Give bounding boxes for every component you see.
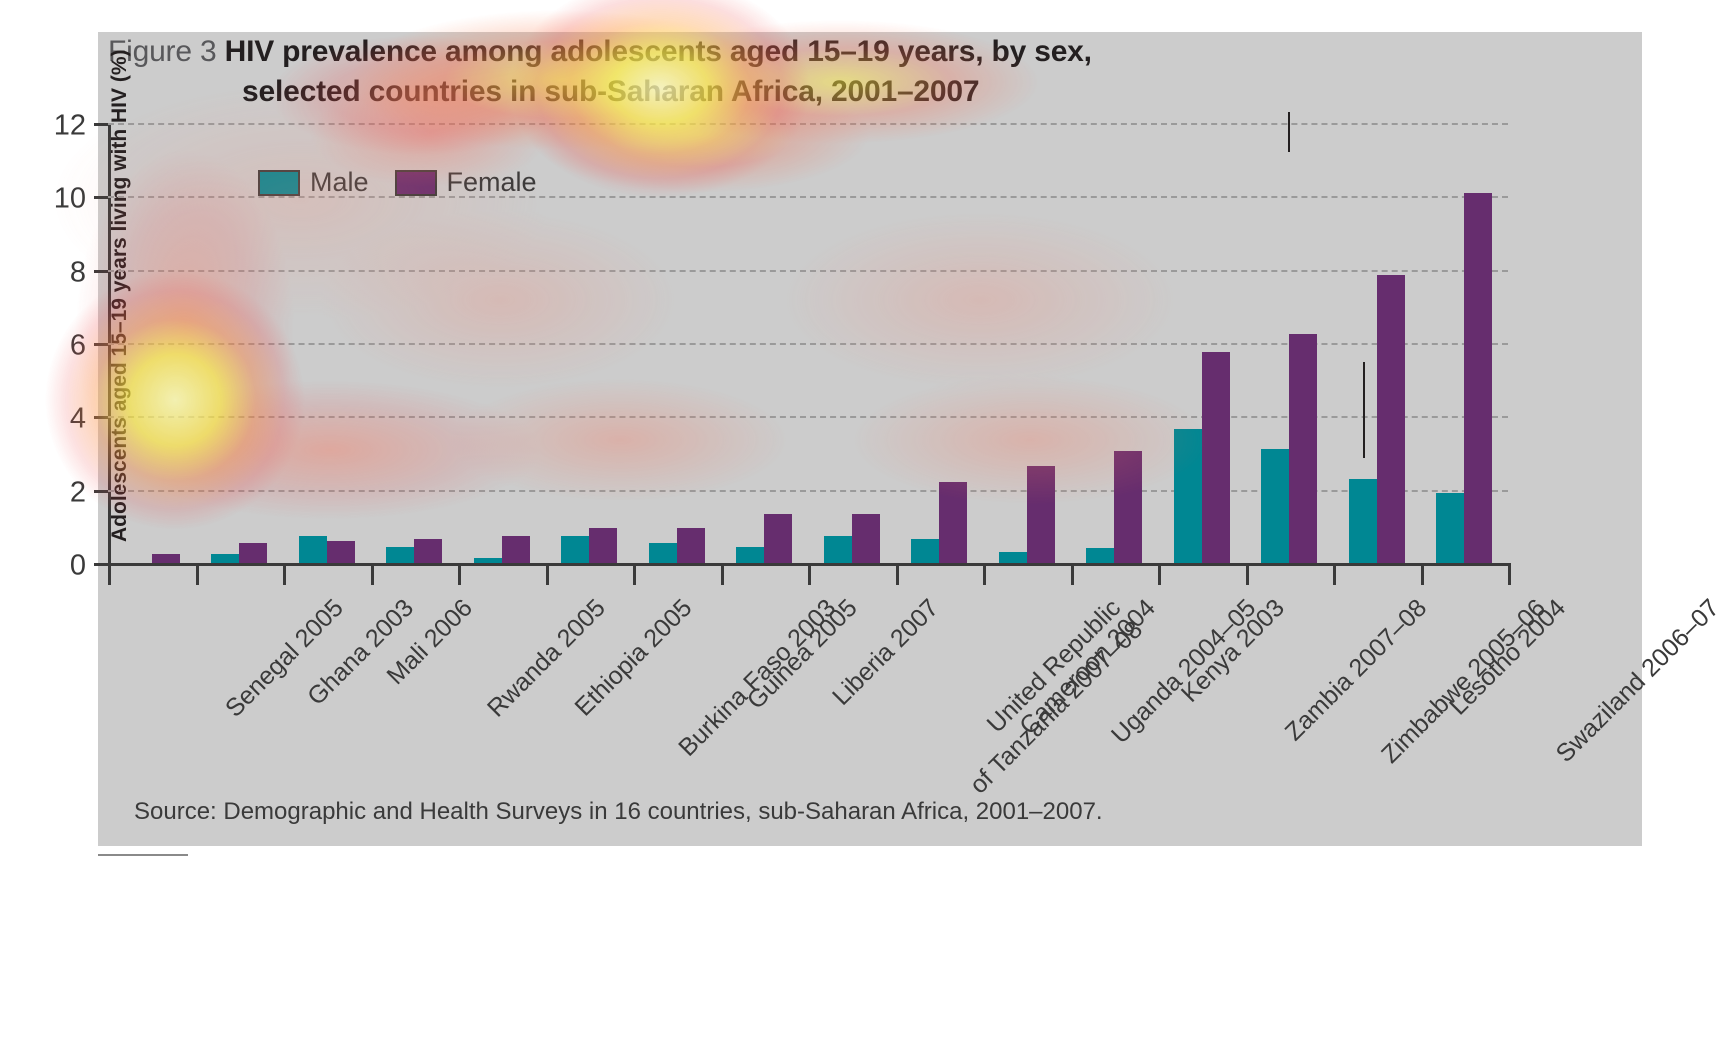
bar-female[interactable] — [589, 528, 618, 563]
bar-female[interactable] — [239, 542, 268, 563]
bar-group — [721, 123, 809, 563]
y-tick-label: 0 — [69, 549, 86, 582]
y-tick: 10 — [54, 184, 108, 213]
bar-female[interactable] — [1114, 451, 1143, 563]
bar-male[interactable] — [648, 542, 677, 563]
bar-male[interactable] — [473, 557, 502, 563]
bar-groups — [108, 123, 1508, 563]
bar-male[interactable] — [998, 552, 1027, 563]
bar-group — [458, 123, 546, 563]
bar-group — [896, 123, 984, 563]
bar-group — [808, 123, 896, 563]
bar-group — [283, 123, 371, 563]
source-note: Source: Demographic and Health Surveys i… — [134, 798, 1103, 825]
bar-male[interactable] — [561, 535, 590, 563]
bar-male[interactable] — [386, 546, 415, 563]
bar-group — [1071, 123, 1159, 563]
bar-male[interactable] — [823, 535, 852, 563]
title-text-line-1: HIV prevalence among adolescents aged 15… — [224, 35, 1092, 68]
y-tick-label: 6 — [69, 329, 86, 362]
bar-group — [983, 123, 1071, 563]
bar-group — [1421, 123, 1509, 563]
bar-male[interactable] — [736, 546, 765, 563]
bar-group — [371, 123, 459, 563]
y-tick: 4 — [70, 404, 108, 433]
bar-male[interactable] — [1261, 449, 1290, 563]
x-tick — [1070, 563, 1074, 585]
bar-male[interactable] — [298, 535, 327, 563]
x-tick — [808, 563, 811, 585]
x-tick — [370, 563, 374, 585]
bar-male[interactable] — [211, 553, 240, 563]
bar-female[interactable] — [1464, 192, 1493, 563]
bar-group — [1158, 123, 1246, 563]
y-tick: 2 — [70, 478, 108, 507]
y-tick-label: 2 — [69, 476, 86, 509]
x-tick — [108, 563, 111, 585]
bar-female[interactable] — [764, 513, 793, 563]
x-tick — [1158, 563, 1161, 585]
bar-group — [546, 123, 634, 563]
bar-female[interactable] — [939, 482, 968, 563]
y-tick: 8 — [70, 258, 108, 287]
x-tick — [1420, 563, 1424, 585]
x-tick — [545, 563, 549, 585]
bar-female[interactable] — [326, 541, 355, 563]
bar-female[interactable] — [1289, 333, 1318, 563]
x-tick — [633, 563, 636, 585]
artifact-line-mid — [1363, 362, 1365, 458]
bar-male[interactable] — [1348, 478, 1377, 563]
x-tick — [895, 563, 899, 585]
title-line-1: Figure 3 HIV prevalence among adolescent… — [108, 32, 1288, 72]
x-tick — [1245, 563, 1249, 585]
bar-male[interactable] — [911, 539, 940, 563]
bar-female[interactable] — [414, 539, 443, 563]
title-text-line-2: selected countries in sub-Saharan Africa… — [242, 74, 980, 108]
bar-male[interactable] — [1086, 548, 1115, 563]
bar-female[interactable] — [676, 528, 705, 563]
x-tick — [1508, 563, 1511, 585]
y-tick-label: 10 — [53, 182, 86, 215]
y-tick-label: 12 — [53, 109, 86, 142]
bar-group — [196, 123, 284, 563]
bar-group — [1246, 123, 1334, 563]
x-tick — [1333, 563, 1336, 585]
bar-group — [1333, 123, 1421, 563]
figure-title: Figure 3 HIV prevalence among adolescent… — [108, 32, 1288, 112]
artifact-line-top — [1288, 112, 1290, 152]
plot-area: 0 2 4 6 8 10 12 Male Female Senegal 2005 Ghana … — [54, 111, 1725, 799]
x-tick — [195, 563, 199, 585]
y-tick-label: 8 — [69, 256, 86, 289]
y-tick: 12 — [54, 111, 108, 140]
y-tick: 6 — [70, 331, 108, 360]
x-tick — [283, 563, 286, 585]
y-tick-label: 4 — [69, 402, 86, 435]
footer-rule — [98, 854, 188, 856]
x-tick — [720, 563, 724, 585]
bar-female[interactable] — [851, 513, 880, 563]
bar-female[interactable] — [151, 553, 180, 563]
bar-female[interactable] — [1026, 465, 1055, 563]
y-tick: 0 — [70, 551, 108, 580]
x-tick — [983, 563, 986, 585]
bar-female[interactable] — [501, 535, 530, 563]
bar-female[interactable] — [1201, 352, 1230, 563]
bar-group — [633, 123, 721, 563]
bar-female[interactable] — [1376, 275, 1405, 563]
bar-male[interactable] — [1173, 429, 1202, 563]
bar-group — [108, 123, 196, 563]
bar-male[interactable] — [1436, 493, 1465, 563]
x-tick — [458, 563, 461, 585]
